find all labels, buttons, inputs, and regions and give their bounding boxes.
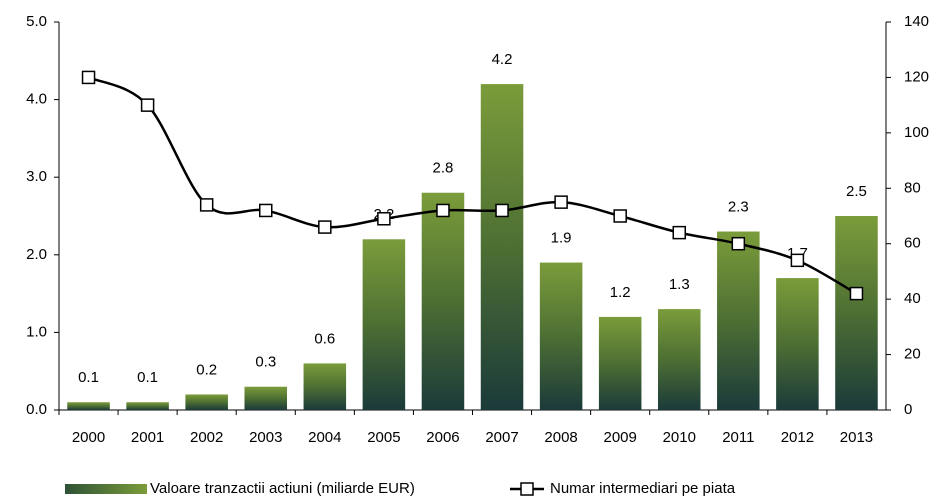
bar: [657, 309, 701, 410]
x-tick-label: 2003: [249, 429, 282, 446]
x-tick-label: 2004: [308, 429, 341, 446]
y2-tick-label: 60: [904, 235, 921, 252]
bar: [776, 278, 819, 410]
line-marker: [554, 195, 568, 209]
y-tick-label: 1.0: [26, 323, 47, 340]
y2-tick-label: 0: [904, 401, 912, 418]
line-marker: [199, 198, 214, 212]
x-tick-label: 2006: [426, 429, 459, 446]
data-label: 0.6: [314, 330, 335, 347]
line-marker: [259, 203, 273, 218]
data-label: 0.1: [78, 369, 99, 386]
line-marker: [81, 70, 96, 85]
line-marker: [140, 98, 155, 112]
x-tick-label: 2005: [367, 429, 400, 446]
y-tick-label: 3.0: [26, 168, 47, 185]
x-tick-label: 2000: [72, 429, 105, 446]
bar: [303, 363, 347, 410]
data-label: 2.3: [728, 198, 749, 215]
data-label: 1.3: [669, 276, 690, 293]
line-marker: [731, 236, 746, 251]
x-tick-label: 2007: [485, 429, 518, 446]
x-tick-label: 2013: [840, 429, 873, 446]
line-marker: [790, 253, 805, 268]
x-tick-label: 2008: [544, 429, 577, 446]
data-label: 1.2: [610, 284, 631, 301]
line-marker: [672, 225, 686, 240]
y-tick-label: 2.0: [26, 246, 47, 263]
legend-label: Valoare tranzactii actiuni (miliarde EUR…: [150, 480, 415, 497]
line-marker: [318, 220, 332, 234]
bar: [598, 316, 642, 410]
y-tick-label: 0.0: [26, 401, 47, 418]
line-marker: [377, 212, 391, 226]
data-label: 0.2: [196, 361, 217, 378]
x-tick-label: 2001: [131, 429, 164, 446]
bar: [244, 386, 288, 410]
y2-tick-label: 140: [904, 13, 929, 30]
data-label: 4.2: [492, 51, 513, 68]
y2-tick-label: 80: [904, 179, 921, 196]
y2-tick-label: 120: [904, 68, 929, 85]
line-marker: [613, 209, 627, 223]
line-marker: [495, 203, 509, 218]
data-label: 0.3: [255, 354, 276, 371]
y-tick-label: 5.0: [26, 13, 47, 30]
data-label: 2.5: [846, 183, 867, 200]
bar: [835, 216, 878, 410]
bar: [717, 231, 760, 410]
bar: [480, 84, 524, 410]
x-tick-label: 2009: [603, 429, 636, 446]
bar: [362, 239, 406, 410]
bar: [185, 394, 228, 410]
bar: [539, 262, 583, 410]
y2-tick-label: 100: [904, 124, 929, 141]
x-tick-label: 2012: [781, 429, 814, 446]
line-marker: [436, 203, 450, 218]
bar: [67, 402, 110, 410]
x-tick-label: 2011: [722, 429, 754, 446]
data-label: 0.1: [137, 369, 158, 386]
bar: [421, 192, 465, 410]
line-marker: [849, 286, 864, 301]
data-label: 1.9: [551, 230, 572, 247]
x-tick-label: 2010: [663, 429, 696, 446]
x-tick-label: 2002: [190, 429, 223, 446]
y-tick-label: 4.0: [26, 91, 47, 108]
data-label: 2.8: [433, 160, 454, 177]
legend-label: Numar intermediari pe piata: [550, 480, 736, 497]
legend-marker: [520, 482, 534, 496]
bar: [126, 402, 169, 410]
y2-tick-label: 40: [904, 290, 921, 307]
legend-swatch: [65, 484, 147, 494]
y2-tick-label: 20: [904, 346, 921, 363]
